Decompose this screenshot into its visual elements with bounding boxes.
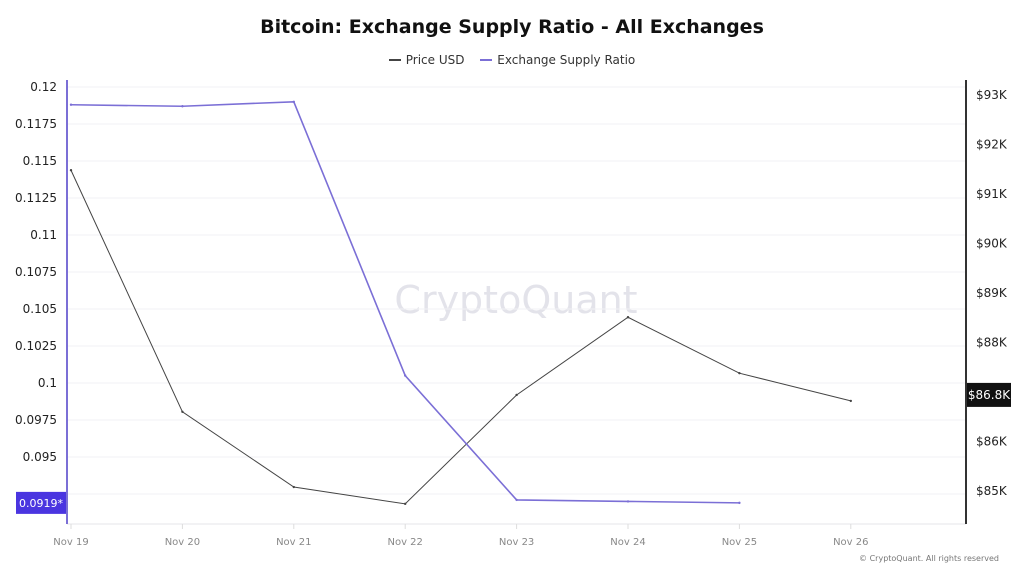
left-tick-label: 0.1075 [15,265,57,279]
data-point [515,498,518,502]
data-point [404,374,407,377]
right-tick-label: $93K [976,88,1008,102]
watermark: CryptoQuant [394,278,637,322]
left-tick-label: 0.12 [30,80,57,94]
right-tick-label: $91K [976,187,1008,201]
left-tick-label: 0.1025 [15,339,57,353]
legend-item-price[interactable]: Price USD [388,53,465,67]
data-point [738,501,741,505]
data-point [69,103,73,106]
left-tick-label: 0.115 [23,154,57,168]
data-point [515,393,518,397]
data-point [181,410,184,413]
left-tick-label: 0.1125 [15,191,57,205]
right-tick-label: $90K [976,237,1008,251]
left-tick-label: 0.1 [38,376,57,390]
x-tick-label: Nov 26 [833,537,868,548]
left-current-value-badge [16,491,66,514]
legend-label-ratio: Exchange Supply Ratio [497,53,636,67]
data-point [626,500,630,503]
chart-title: Bitcoin: Exchange Supply Ratio - All Exc… [260,16,764,38]
x-tick-label: Nov 22 [387,537,422,548]
x-tick-label: Nov 25 [722,537,757,548]
data-point [69,169,73,172]
right-tick-label: $89K [976,286,1008,300]
x-tick-label: Nov 19 [53,537,88,548]
data-point [626,316,630,319]
right-current-value-badge [967,382,1011,407]
legend-swatch-ratio [480,59,493,61]
copyright: © CryptoQuant. All rights reserved [859,554,999,563]
right-tick-label: $86K [976,435,1008,449]
data-point [849,399,852,403]
right-tick-label: $92K [976,138,1008,152]
data-point [404,502,407,506]
data-point [738,371,741,375]
left-tick-label: 0.105 [23,302,57,316]
right-tick-label: $85K [976,484,1008,498]
legend-label-price: Price USD [405,53,465,67]
x-tick-label: Nov 21 [276,537,311,548]
x-tick-label: Nov 20 [165,537,200,548]
x-tick-label: Nov 24 [610,537,645,548]
right-current-value-label: $86.8K [968,388,1011,402]
legend-swatch-price [388,59,401,61]
left-tick-label: 0.0975 [15,413,57,427]
legend-item-ratio[interactable]: Exchange Supply Ratio [480,53,635,67]
left-current-value-label: 0.0919* [19,497,63,510]
series-line-price-usd [70,170,851,505]
legend: Price USD Exchange Supply Ratio [0,50,1024,67]
left-tick-label: 0.095 [23,450,57,464]
left-tick-label: 0.11 [30,228,57,242]
left-tick-label: 0.1175 [15,117,57,131]
data-point [181,105,184,108]
right-tick-label: $88K [976,336,1008,350]
data-point [292,485,295,489]
data-point [292,100,295,104]
x-tick-label: Nov 23 [499,537,534,548]
